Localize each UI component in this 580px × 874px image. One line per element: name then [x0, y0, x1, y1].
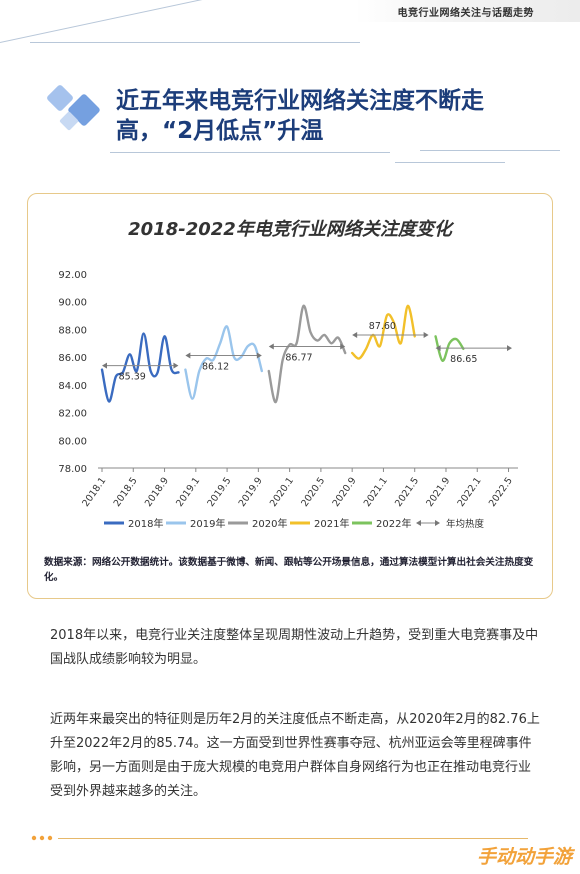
chart-card: [27, 193, 553, 599]
data-source-note: 数据来源：网络公开数据统计。该数据基于微博、新闻、跟帖等公开场景信息，通过算法模…: [44, 557, 534, 583]
diamond-logo-icon: [47, 85, 100, 131]
average-arrow-left: [435, 345, 441, 352]
x-tick-label: 2019.5: [205, 475, 233, 509]
x-tick-label: 2022.1: [456, 475, 484, 509]
x-tick-label: 2022.5: [487, 475, 515, 509]
legend-label: 2022年: [376, 517, 411, 530]
chart-title: 2018-2022年电竞行业网络关注度变化: [128, 219, 452, 240]
series-line-3: [267, 304, 347, 404]
average-value-label: 86.77: [285, 352, 312, 363]
header-tag: 电竞行业网络关注与话题走势: [397, 8, 534, 19]
legend-label: 2021年: [314, 517, 349, 530]
decor-line: [30, 42, 360, 43]
page-title: 近五年来电竞行业网络关注度不断走 高，“2月低点”升温: [116, 86, 536, 146]
series-line-5: [434, 335, 465, 362]
series-line-1: [100, 332, 180, 403]
top-band: [0, 0, 580, 22]
y-tick-label: 86.00: [58, 353, 87, 364]
footer-line: [58, 838, 528, 839]
watermark: 手动动手游: [476, 846, 572, 868]
average-value-label: 86.12: [202, 361, 229, 372]
average-value-label: 87.60: [369, 321, 396, 332]
paragraph-1: 2018年以来，电竞行业关注度整体呈现周期性波动上升趋势，受到重大电竞赛事及中国…: [50, 628, 539, 667]
x-tick-label: 2019.1: [174, 475, 202, 509]
x-tick-label: 2020.5: [299, 475, 327, 509]
x-tick-label: 2021.1: [362, 475, 390, 509]
average-arrow-left: [352, 331, 358, 338]
legend-label: 2020年: [252, 517, 287, 530]
y-tick-label: 84.00: [58, 381, 87, 392]
legend-arrow-left: [416, 520, 421, 526]
decor-line: [395, 162, 505, 163]
footer-dots-icon: [31, 835, 53, 841]
average-arrow-right: [423, 331, 429, 338]
legend-label: 2018年: [128, 517, 163, 530]
title-line-2: 高，“2月低点”升温: [116, 118, 324, 144]
average-arrow-left: [185, 352, 191, 359]
x-tick-label: 2021.5: [393, 475, 421, 509]
x-tick-label: 2018.5: [112, 475, 140, 509]
average-arrow-right: [340, 343, 346, 350]
average-arrow-right: [173, 362, 179, 369]
average-arrow-left: [102, 362, 107, 369]
series-line-4: [350, 304, 416, 360]
x-tick-label: 2018.1: [80, 475, 108, 509]
x-tick-label: 2020.9: [331, 475, 359, 509]
x-tick-label: 2019.9: [237, 475, 265, 509]
x-tick-label: 2018.9: [143, 475, 171, 509]
average-arrow-left: [268, 343, 274, 350]
y-tick-label: 80.00: [58, 436, 87, 447]
x-tick-label: 2020.1: [268, 475, 296, 509]
title-line-1: 近五年来电竞行业网络关注度不断走: [116, 88, 484, 114]
decor-line: [110, 152, 390, 153]
average-arrow-right: [507, 345, 512, 352]
x-tick-label: 2021.9: [424, 475, 452, 509]
average-arrow-right: [256, 352, 262, 359]
y-tick-label: 92.00: [58, 270, 87, 281]
paragraph-2: 近两年来最突出的特征则是历年2月的关注度低点不断走高，从2020年2月的82.7…: [50, 712, 540, 799]
y-tick-label: 78.00: [58, 464, 87, 475]
y-tick-label: 90.00: [58, 298, 87, 309]
average-value-label: 86.65: [450, 354, 477, 365]
decor-line: [420, 150, 560, 151]
legend-average-label: 年均热度: [446, 518, 485, 530]
legend-label: 2019年: [190, 517, 225, 530]
legend-arrow-right: [435, 520, 440, 526]
y-tick-label: 82.00: [58, 409, 87, 420]
y-tick-label: 88.00: [58, 325, 87, 336]
series-line-2: [184, 325, 264, 400]
average-value-label: 85.39: [119, 372, 146, 383]
